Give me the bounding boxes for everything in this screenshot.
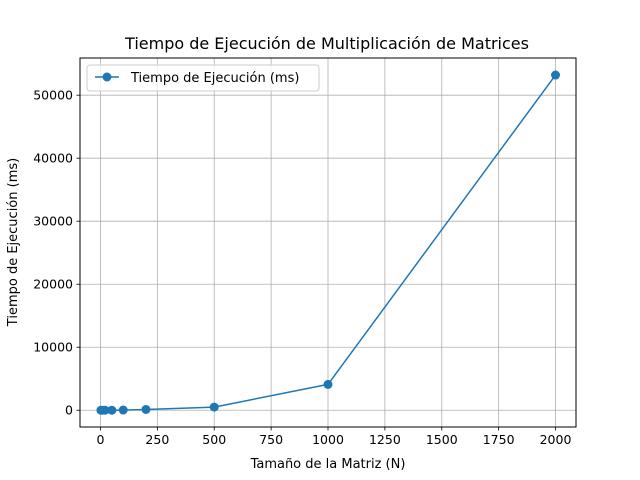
x-tick-label: 750 [259, 432, 283, 447]
data-point [551, 70, 561, 80]
x-axis-label: Tamaño de la Matriz (N) [250, 457, 406, 472]
x-tick-label: 2000 [540, 432, 572, 447]
x-tick-label: 1500 [426, 432, 458, 447]
data-point [323, 379, 333, 389]
y-tick-label: 10000 [33, 340, 73, 355]
y-axis: 0 10000 20000 30000 40000 50000 [33, 88, 80, 418]
data-point [141, 404, 151, 414]
legend-label: Tiempo de Ejecución (ms) [130, 71, 299, 86]
chart-title: Tiempo de Ejecución de Multiplicación de… [124, 34, 529, 53]
y-tick-label: 20000 [33, 277, 73, 292]
legend-box [86, 64, 320, 92]
x-tick-label: 1750 [483, 432, 515, 447]
x-axis: 0 250 500 750 1000 1250 1500 1750 2000 [97, 427, 572, 447]
x-tick-label: 0 [97, 432, 105, 447]
x-tick-label: 500 [202, 432, 226, 447]
series-layer [96, 70, 561, 415]
data-point [209, 402, 219, 412]
data-point [107, 405, 117, 415]
data-point [100, 405, 110, 415]
grid [80, 58, 576, 427]
data-point [118, 405, 128, 415]
x-tick-label: 250 [145, 432, 169, 447]
y-axis-label: Tiempo de Ejecución (ms) [6, 158, 21, 327]
x-tick-label: 1250 [369, 432, 401, 447]
legend-marker-swatch [102, 72, 112, 82]
legend: Tiempo de Ejecución (ms) [86, 64, 320, 92]
y-tick-label: 40000 [33, 151, 73, 166]
y-tick-label: 50000 [33, 88, 73, 103]
y-tick-label: 0 [65, 403, 73, 418]
x-tick-label: 1000 [312, 432, 344, 447]
y-tick-label: 30000 [33, 214, 73, 229]
